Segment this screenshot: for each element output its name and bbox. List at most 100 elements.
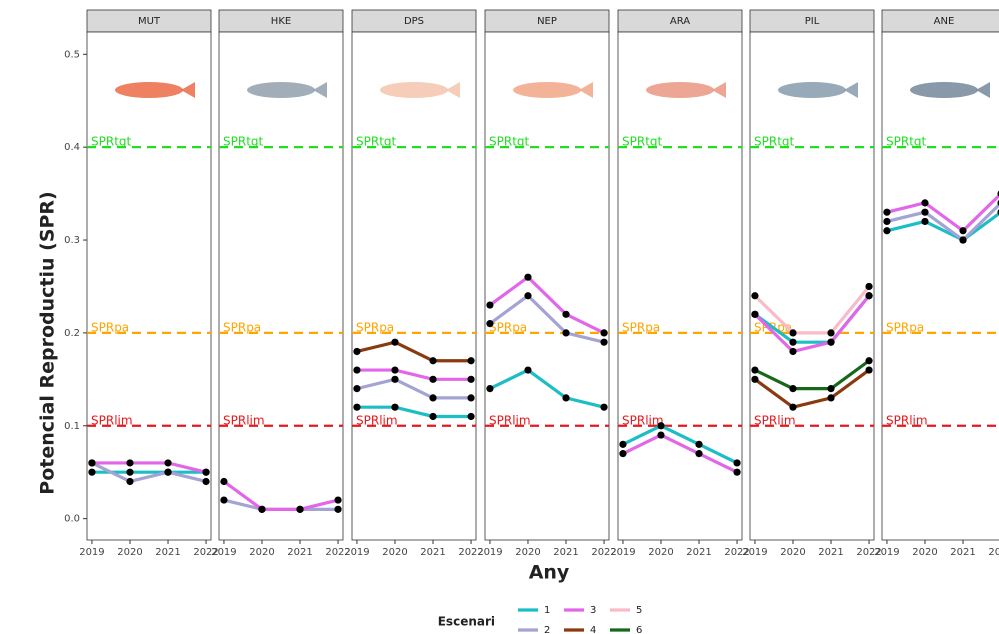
data-point [126,459,133,466]
data-point [751,376,758,383]
x-tick-label: 2020 [249,547,274,558]
data-point [751,311,758,318]
data-point [921,199,928,206]
page: Potencial Reproductiu (SPR) Any Escenari… [0,0,999,634]
data-point [391,376,398,383]
panel [219,32,343,540]
data-point [562,329,569,336]
reference-label: SPRpa [886,320,924,334]
x-tick-label: 2021 [553,547,578,558]
data-point [486,301,493,308]
data-point [827,394,834,401]
data-point [865,357,872,364]
data-point [600,404,607,411]
reference-label: SPRpa [223,320,261,334]
facet-title: MUT [138,16,161,27]
reference-label: SPRtgt [356,135,397,149]
data-point [883,227,890,234]
y-tick-label: 0.4 [64,142,80,153]
data-point [733,469,740,476]
x-tick-label: 2019 [79,547,104,558]
reference-label: SPRlim [886,413,928,427]
x-axis-title: Any [529,562,570,584]
data-point [865,366,872,373]
reference-label: SPRtgt [886,135,927,149]
species-illustration [380,82,448,98]
data-point [296,506,303,513]
data-point [467,413,474,420]
y-tick-label: 0.3 [64,235,80,246]
reference-label: SPRpa [489,320,527,334]
data-point [88,469,95,476]
data-point [467,376,474,383]
reference-label: SPRlim [356,413,398,427]
legend-title: Escenari [438,615,495,629]
legend-label: 6 [636,625,642,634]
x-tick-label: 2021 [950,547,975,558]
reference-label: SPRtgt [489,135,530,149]
reference-label: SPRlim [489,413,531,427]
data-point [334,506,341,513]
data-point [429,376,436,383]
legend-label: 3 [590,605,596,616]
data-point [695,441,702,448]
data-point [353,385,360,392]
reference-label: SPRtgt [223,135,264,149]
data-point [126,478,133,485]
y-tick-label: 0.0 [64,514,80,525]
reference-label: SPRlim [91,413,133,427]
legend-label: 5 [636,605,642,616]
data-point [164,469,171,476]
x-tick-label: 2022 [988,547,999,558]
data-point [524,366,531,373]
y-tick-label: 0.2 [64,328,80,339]
data-point [959,227,966,234]
species-illustration [115,82,183,98]
x-tick-label: 2019 [477,547,502,558]
data-point [429,357,436,364]
x-tick-label: 2020 [912,547,937,558]
reference-label: SPRlim [622,413,664,427]
data-point [959,236,966,243]
data-point [467,357,474,364]
y-tick-label: 0.1 [64,421,80,432]
x-tick-label: 2020 [382,547,407,558]
data-point [220,478,227,485]
x-tick-label: 2021 [420,547,445,558]
data-point [883,218,890,225]
data-point [751,366,758,373]
legend-label: 2 [544,625,550,634]
species-illustration [778,82,846,98]
x-tick-label: 2020 [648,547,673,558]
data-point [562,311,569,318]
data-point [353,348,360,355]
data-point [789,329,796,336]
y-tick-label: 0.5 [64,49,80,60]
data-point [600,329,607,336]
data-point [657,431,664,438]
panel [352,32,476,540]
data-point [334,496,341,503]
data-point [467,394,474,401]
data-point [789,404,796,411]
x-tick-label: 2019 [874,547,899,558]
x-tick-label: 2019 [742,547,767,558]
data-point [733,459,740,466]
data-point [619,441,626,448]
facet-title: PIL [805,16,820,27]
data-point [164,459,171,466]
reference-label: SPRpa [356,320,394,334]
reference-label: SPRpa [91,320,129,334]
x-tick-label: 2021 [155,547,180,558]
panel [882,32,999,540]
data-point [600,339,607,346]
data-point [827,329,834,336]
reference-label: SPRlim [223,413,265,427]
x-tick-label: 2021 [818,547,843,558]
chart: Potencial Reproductiu (SPR) Any Escenari… [0,0,999,634]
data-point [429,394,436,401]
data-point [657,422,664,429]
data-point [695,450,702,457]
x-tick-label: 2019 [610,547,635,558]
reference-label: SPRlim [754,413,796,427]
